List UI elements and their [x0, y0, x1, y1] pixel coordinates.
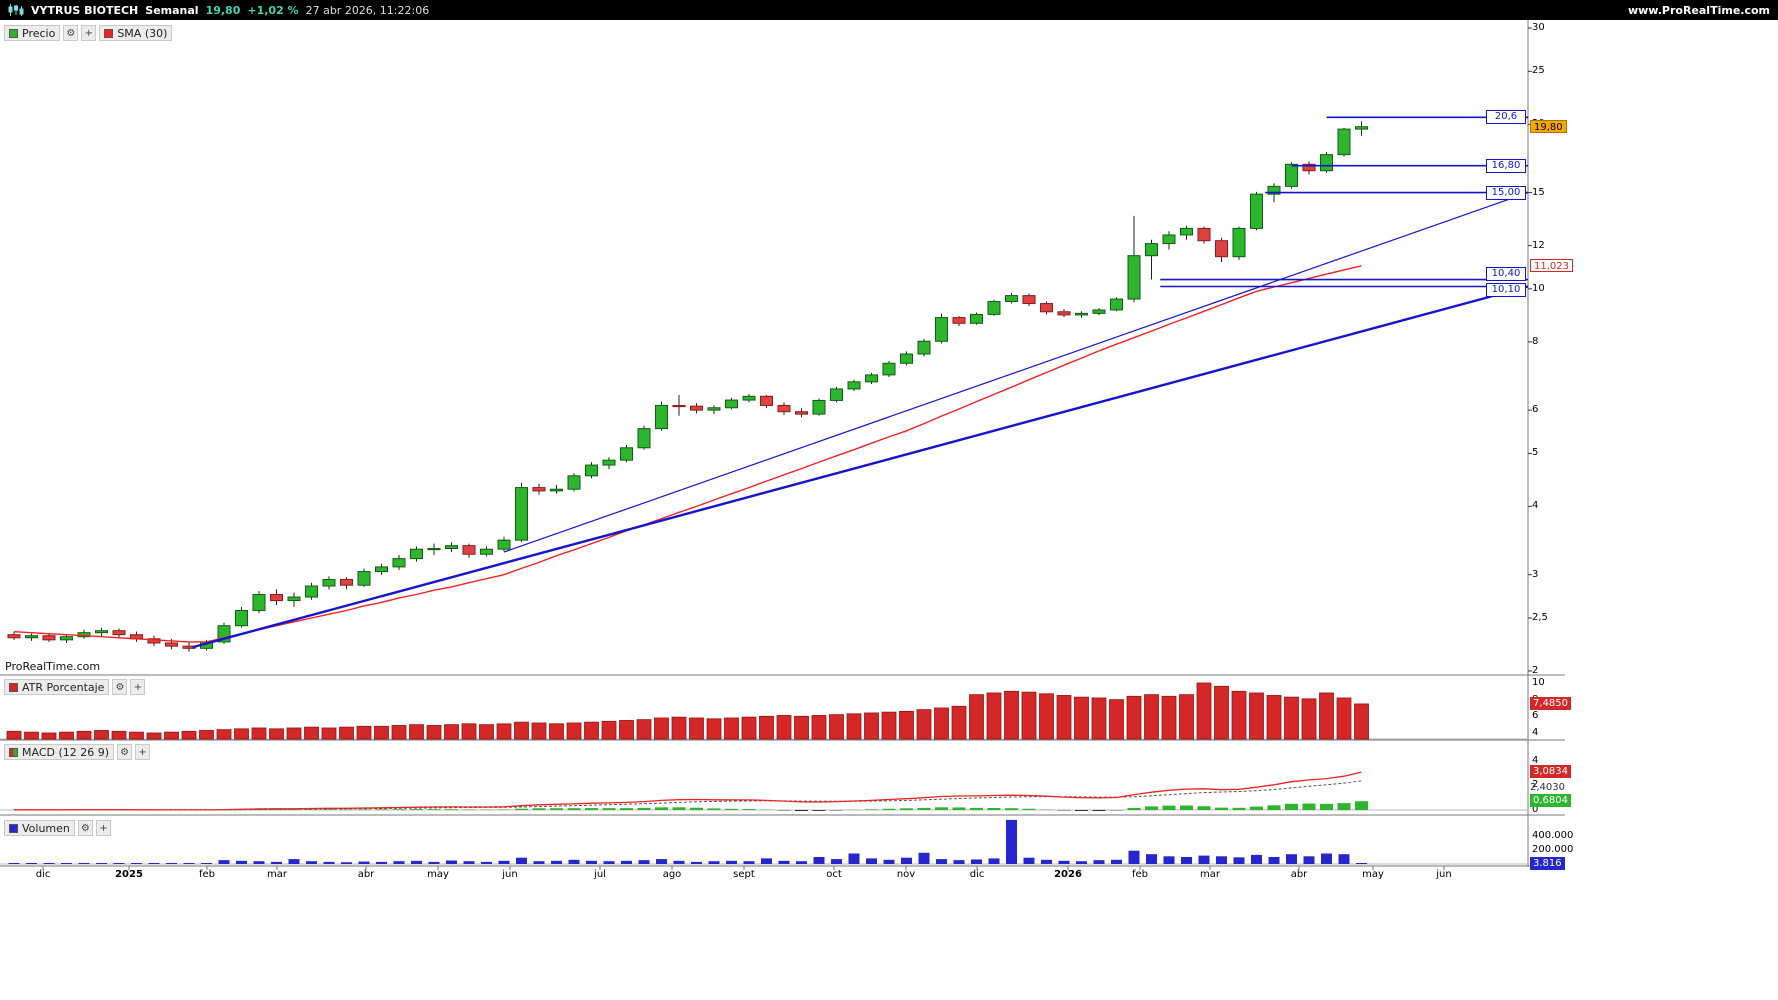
last-price: 19,80	[205, 3, 241, 17]
quote-datetime: 27 abr 2026, 11:22:06	[305, 3, 430, 17]
prt-website-link[interactable]: www.ProRealTime.com	[1627, 3, 1770, 17]
prt-logo-icon	[8, 4, 24, 16]
timeframe-label: Semanal	[145, 3, 199, 17]
title-bar: VYTRUS BIOTECH Semanal 19,80 +1,02 % 27 …	[0, 0, 1778, 20]
price-change: +1,02 %	[247, 3, 299, 17]
symbol-name: VYTRUS BIOTECH	[31, 3, 139, 17]
